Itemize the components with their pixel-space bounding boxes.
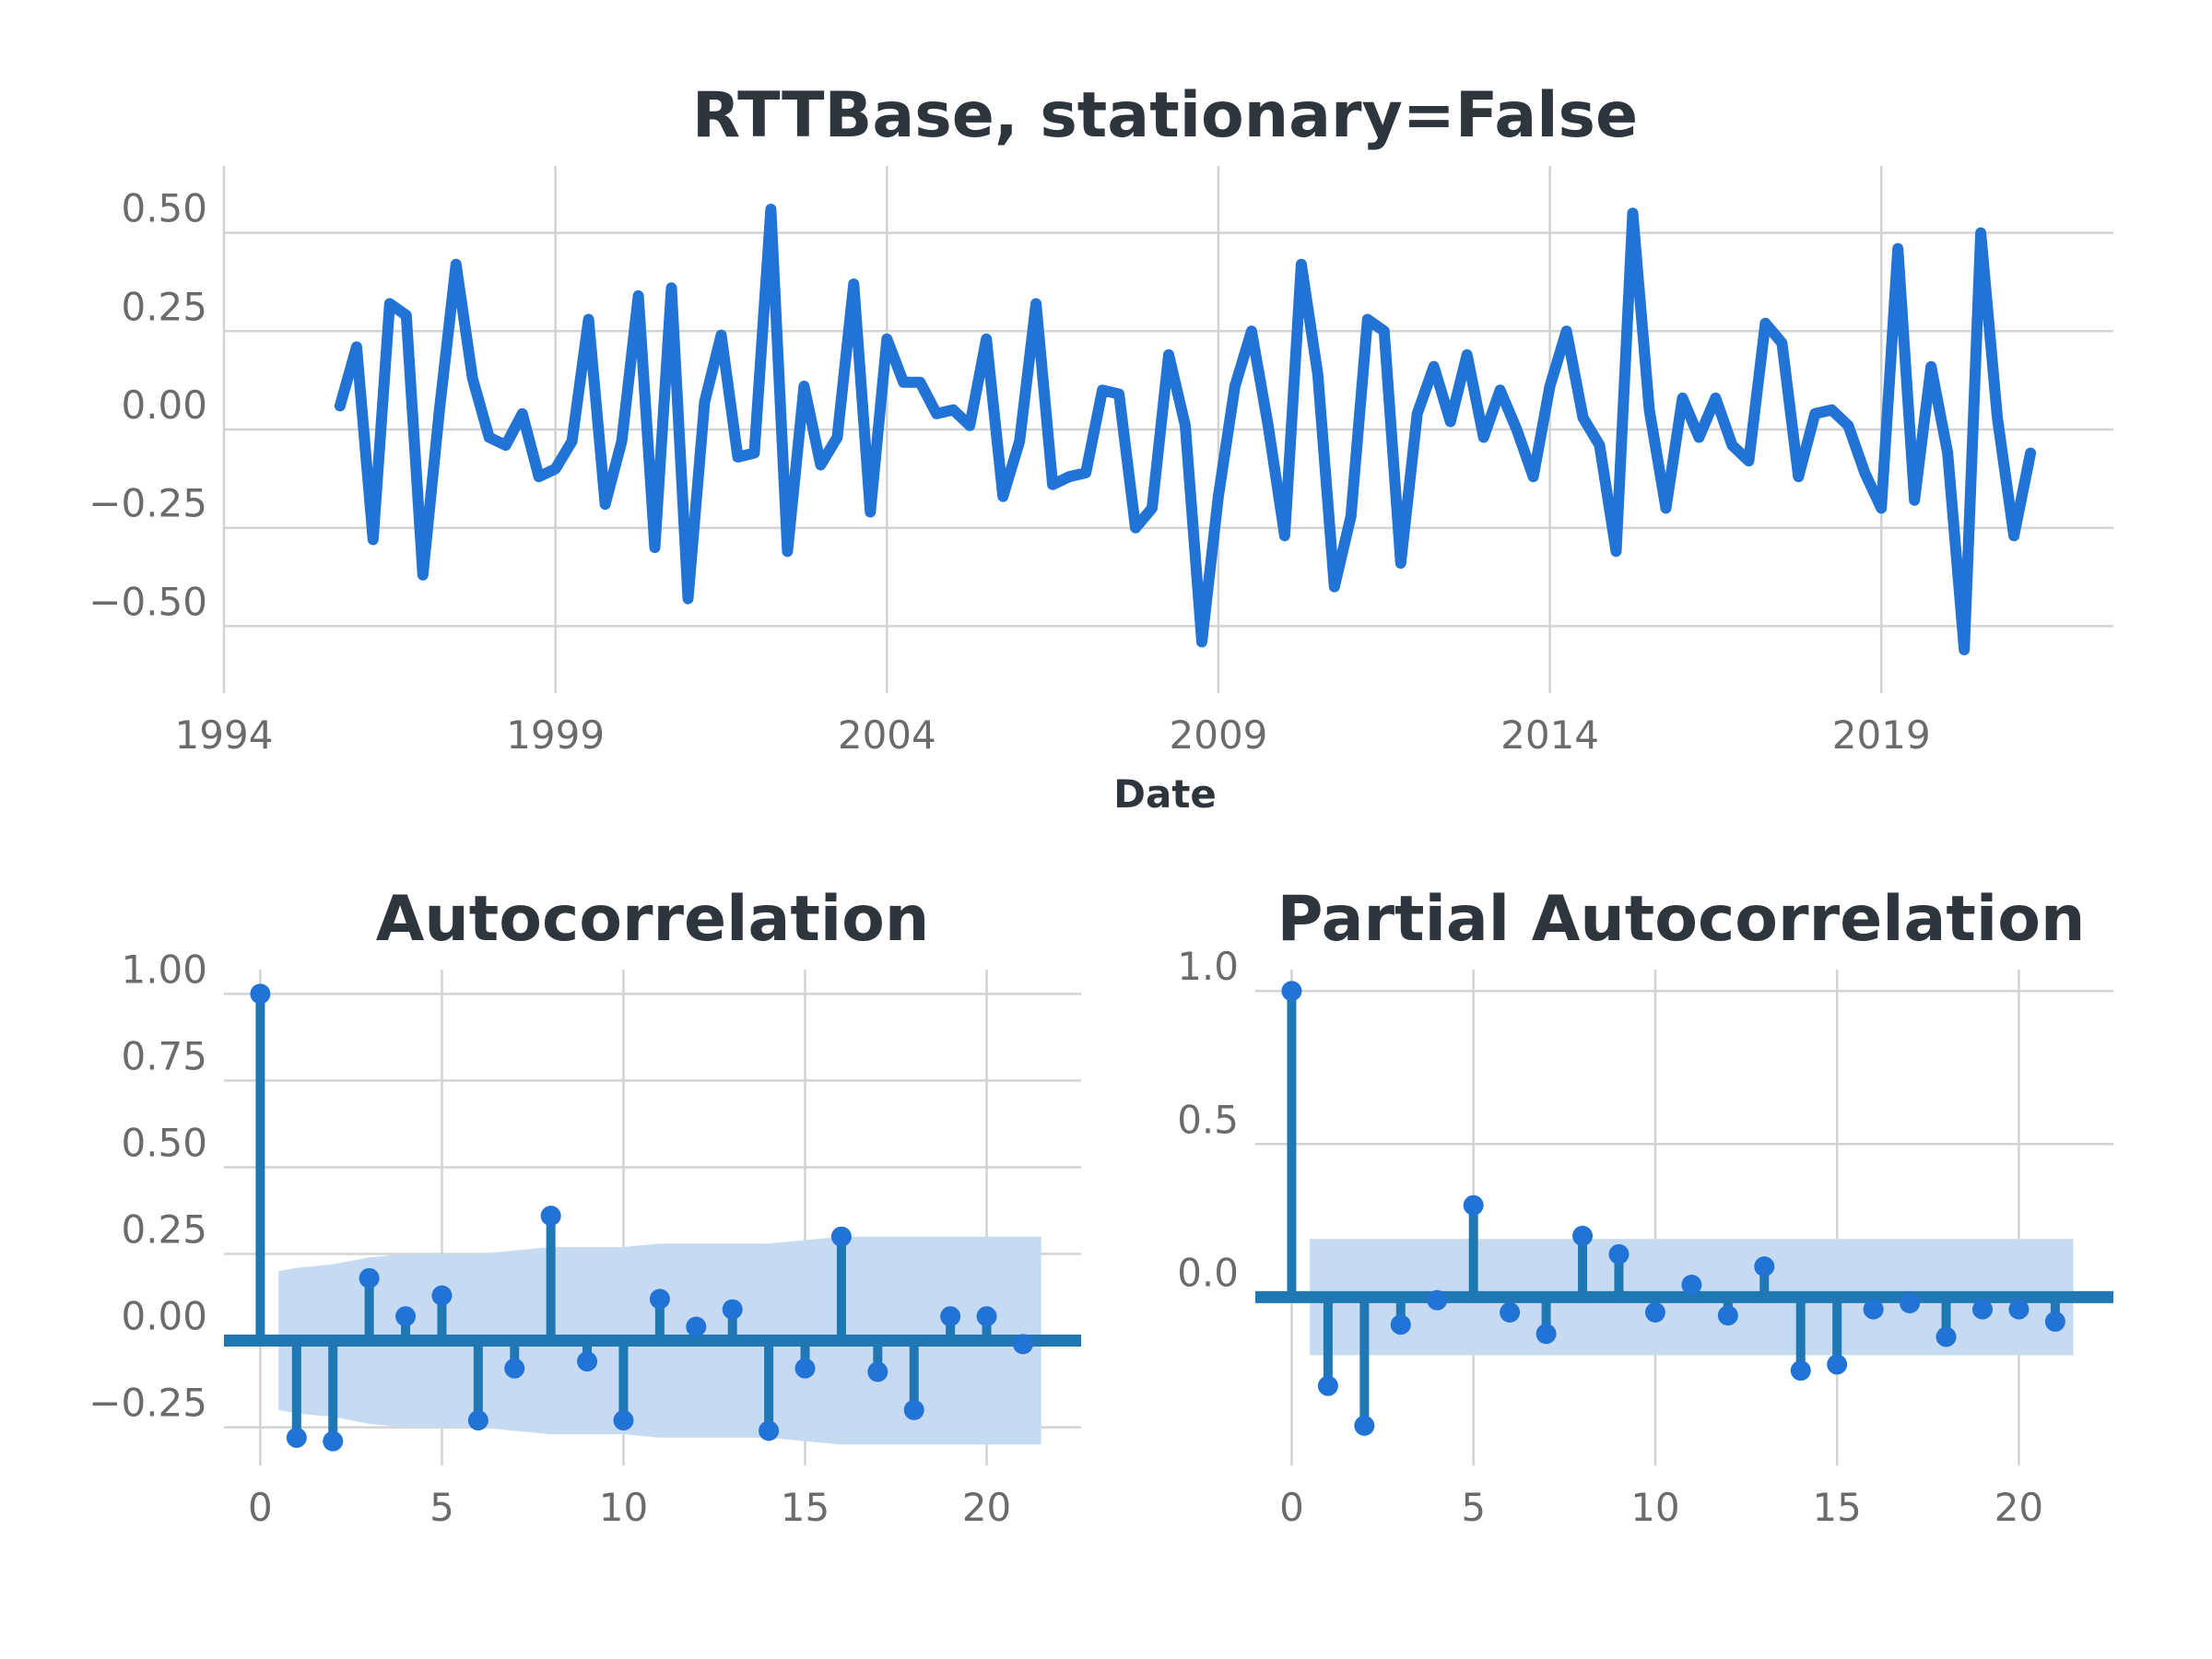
acf-ytick-label: −0.25 [88,1381,207,1426]
ts-xtick-label: 1994 [175,712,274,758]
ts-xtick-label: 2014 [1500,712,1599,758]
pacf-marker [1317,1375,1338,1396]
acf-marker [395,1306,417,1327]
pacf-ytick-label: 1.0 [1177,944,1239,989]
ts-ytick-label: 0.00 [121,382,207,428]
pacf-marker [1500,1301,1521,1323]
acf-marker [467,1410,488,1431]
pacf-marker [1827,1354,1848,1375]
pacf-marker [1572,1225,1594,1246]
acf-marker [867,1361,888,1382]
pacf-title: Partial Autocorrelation [1277,883,2086,956]
acf-marker [722,1299,743,1320]
pacf-marker [2044,1311,2065,1332]
acf-marker [359,1267,380,1288]
acf-marker [830,1226,852,1247]
acf-marker [323,1430,344,1452]
acf-ytick-label: 0.50 [121,1120,207,1165]
acf-title: Autocorrelation [376,883,930,956]
acf-marker [794,1358,816,1379]
acf-marker [1012,1334,1033,1355]
ts-ytick-label: −0.25 [88,481,207,526]
ts-xtick-label: 2004 [838,712,936,758]
acf-xtick-label: 0 [248,1485,273,1530]
acf-marker [940,1306,961,1327]
acf-marker [759,1420,780,1441]
acf-marker [686,1316,707,1337]
ts-ytick-label: 0.25 [121,284,207,329]
pacf-marker [1900,1292,1921,1313]
pacf-marker [1463,1194,1484,1216]
acf-xtick-label: 15 [781,1485,830,1530]
acf-xtick-label: 20 [962,1485,1011,1530]
acf-marker [613,1410,634,1431]
acf-marker [577,1351,598,1372]
pacf-marker [1608,1243,1630,1265]
pacf-marker [1354,1415,1375,1436]
ts-xtick-label: 2009 [1170,712,1268,758]
pacf-xtick-label: 5 [1461,1485,1486,1530]
acf-marker [250,983,271,1005]
pacf-marker [1644,1301,1665,1323]
pacf-panel: Partial Autocorrelation 0 5 10 15 20 1.0 0.5 0… [1177,883,2113,1530]
timeseries-panel: RTTBase, stationary=False 1994 1999 2004 20… [88,79,2113,817]
pacf-ytick-label: 0.0 [1177,1250,1239,1295]
pacf-marker [1790,1360,1811,1382]
acf-ytick-label: 0.75 [121,1033,207,1078]
pacf-marker [1427,1289,1448,1311]
ts-xtick-label: 2019 [1832,712,1931,758]
acf-marker [431,1285,453,1306]
acf-ytick-label: 0.25 [121,1207,207,1253]
pacf-marker [1936,1326,1957,1347]
acf-ytick-label: 0.00 [121,1294,207,1339]
acf-xtick-label: 10 [599,1485,648,1530]
acf-marker [504,1358,525,1379]
timeseries-title: RTTBase, stationary=False [692,79,1638,152]
pacf-marker [1281,981,1302,1002]
pacf-marker [1681,1275,1702,1296]
acf-ytick-label: 1.00 [121,947,207,992]
acf-marker [649,1288,670,1310]
acf-panel: Autocorrelation 0 5 10 15 20 1.00 0.75 0.50 0.2… [88,883,1081,1530]
acf-xtick-label: 5 [429,1485,454,1530]
pacf-marker [2008,1299,2030,1320]
pacf-xtick-label: 0 [1279,1485,1304,1530]
pacf-marker [1863,1299,1884,1320]
pacf-marker [1754,1256,1775,1277]
acf-marker [903,1399,924,1420]
ts-ytick-label: −0.50 [88,579,207,624]
acf-marker [976,1306,997,1327]
acf-marker [286,1427,307,1448]
timeseries-xlabel: Date [1113,771,1217,817]
pacf-ytick-label: 0.5 [1177,1097,1239,1142]
pacf-marker [1390,1314,1411,1335]
acf-marker [540,1206,561,1227]
pacf-xtick-label: 15 [1812,1485,1861,1530]
pacf-marker [1717,1305,1738,1326]
ts-ytick-label: 0.50 [121,186,207,231]
pacf-xtick-label: 10 [1630,1485,1679,1530]
rttbase-series-line [334,204,2037,655]
pacf-xtick-label: 20 [1994,1485,2043,1530]
ts-xtick-label: 1999 [506,712,605,758]
pacf-marker [1535,1324,1557,1345]
pacf-marker [1971,1299,1993,1320]
